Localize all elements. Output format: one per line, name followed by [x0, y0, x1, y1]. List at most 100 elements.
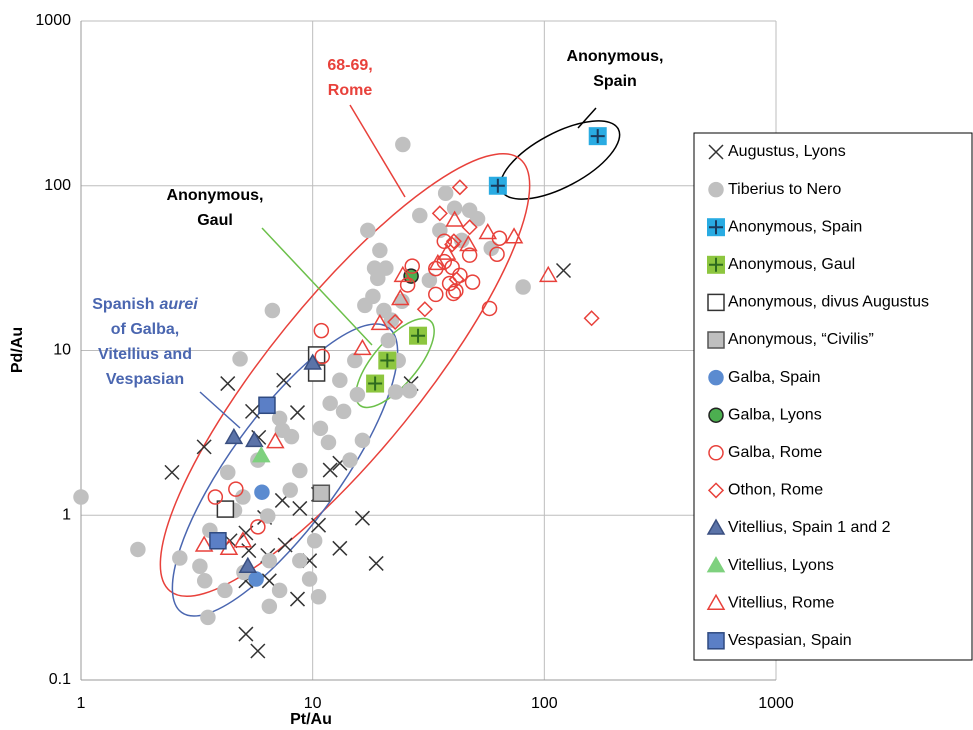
point — [504, 227, 524, 244]
legend-label: Vitellius, Lyons — [728, 557, 834, 574]
point — [360, 222, 376, 239]
annotation-part: Rome — [328, 82, 373, 99]
point — [276, 372, 292, 388]
point — [401, 382, 418, 399]
point — [437, 185, 454, 202]
region-anonymous-gaul — [355, 317, 435, 409]
point-cross — [354, 510, 370, 526]
pointer — [349, 104, 406, 198]
point — [320, 434, 337, 451]
point — [445, 210, 464, 227]
point — [164, 464, 180, 480]
annotation: Gaul — [197, 212, 233, 229]
point — [588, 127, 607, 146]
point — [332, 372, 348, 388]
point — [172, 550, 188, 566]
legend-marker — [707, 255, 725, 274]
point-cross — [490, 178, 505, 193]
point — [73, 489, 89, 505]
point — [238, 556, 258, 574]
point — [366, 260, 383, 276]
point — [303, 353, 322, 370]
point — [444, 236, 461, 253]
point — [271, 582, 288, 599]
point — [428, 286, 444, 303]
point-cross — [238, 626, 254, 642]
point — [250, 643, 266, 659]
point — [244, 403, 261, 419]
point — [378, 351, 397, 370]
legend-label: Anonymous, Gaul — [728, 256, 855, 273]
points — [73, 127, 607, 659]
legend-marker — [707, 218, 725, 237]
point-cross — [590, 129, 605, 144]
point — [251, 446, 271, 463]
point — [335, 403, 352, 420]
point-cross — [220, 376, 236, 392]
legend-label: Vitellius, Spain 1 and 2 — [728, 519, 891, 536]
point — [306, 533, 323, 549]
point — [372, 242, 388, 259]
point — [448, 271, 465, 288]
legend-label: Galba, Spain — [728, 369, 821, 386]
point — [515, 279, 531, 295]
point — [431, 205, 448, 222]
region-anonymous-spain — [499, 120, 621, 200]
legend-label: Galba, Lyons — [728, 406, 822, 423]
point — [446, 200, 463, 217]
annotation-part: Spain — [593, 73, 637, 90]
pointer — [261, 227, 373, 346]
point-cross — [196, 439, 212, 455]
annotation-part: of Galba, — [111, 321, 179, 338]
point — [248, 571, 264, 587]
annotation-part: Spanish — [92, 296, 154, 313]
legend-label: Vitellius, Rome — [728, 594, 835, 611]
point-cross — [709, 220, 723, 235]
point — [421, 272, 438, 288]
legend-marker — [707, 293, 725, 312]
point — [207, 489, 224, 505]
point — [283, 428, 300, 445]
point — [277, 537, 293, 553]
point — [376, 302, 392, 319]
point — [250, 519, 266, 535]
point — [301, 571, 318, 587]
legend-label: Anonymous, divus Augustus — [728, 294, 929, 311]
legend-marker — [706, 518, 726, 535]
annotation-part: Anonymous, — [167, 187, 264, 204]
legend-label: Anonymous, Spain — [728, 218, 862, 235]
point — [366, 374, 385, 393]
legend-marker — [708, 369, 724, 386]
point — [310, 517, 327, 533]
point — [365, 288, 381, 305]
annotation-part: aurei — [159, 296, 198, 313]
point — [395, 136, 411, 153]
point-cross — [250, 643, 266, 659]
annotation: Rome — [328, 82, 373, 99]
point — [258, 396, 276, 415]
annotation: Anonymous, — [567, 48, 664, 65]
point — [481, 300, 498, 317]
point — [310, 589, 327, 605]
point — [289, 591, 306, 607]
annotation-part: 68-69, — [327, 57, 372, 74]
point — [393, 265, 413, 283]
x-tick-label: 1000 — [758, 695, 794, 712]
point — [451, 179, 468, 196]
legend-label: Tiberius to Nero — [728, 181, 841, 198]
point — [380, 332, 397, 349]
point — [313, 322, 330, 339]
point — [461, 219, 478, 236]
point — [342, 452, 358, 468]
point-cross — [244, 403, 261, 419]
point-cross — [411, 328, 426, 343]
y-tick-label: 1 — [62, 506, 71, 523]
point — [314, 348, 331, 365]
legend-marker — [707, 331, 725, 349]
point-cross — [276, 372, 292, 388]
legend-label: Vespasian, Spain — [728, 632, 852, 649]
point — [445, 233, 462, 250]
annotation: Vitellius and — [98, 346, 192, 363]
point — [489, 246, 505, 262]
y-axis-title: Pd/Au — [9, 327, 26, 373]
